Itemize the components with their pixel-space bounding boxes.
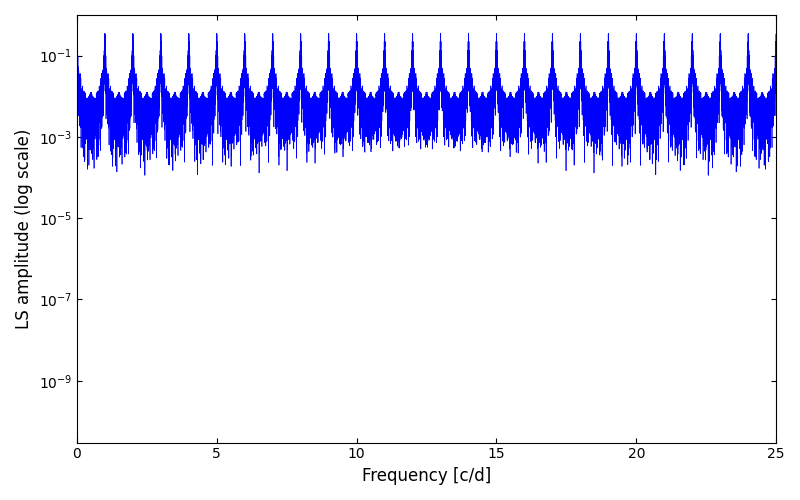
X-axis label: Frequency [c/d]: Frequency [c/d]	[362, 467, 491, 485]
Y-axis label: LS amplitude (log scale): LS amplitude (log scale)	[15, 128, 33, 329]
